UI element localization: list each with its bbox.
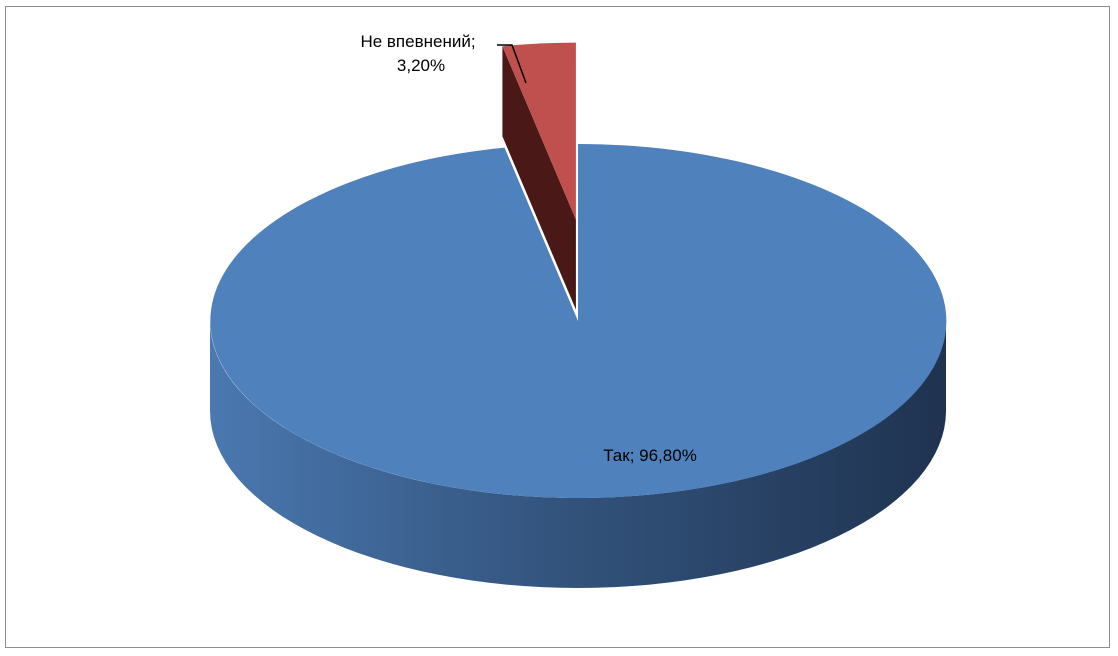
pie-slice-wall-ne-vpevnenyi (502, 46, 576, 310)
leader-line (497, 44, 527, 84)
data-label-ne-vpevnenyi-value: 3,20% (397, 56, 445, 75)
pie-slice-ne-vpevnenyi (502, 42, 576, 220)
pie-slice-tak (210, 143, 947, 498)
data-label-ne-vpevnenyi-name: Не впевнений; (360, 32, 475, 51)
chart-frame: Не впевнений; 3,20% Так; 96,80% (5, 6, 1110, 648)
pie-slice-side-tak (210, 321, 946, 588)
data-label-tak: Так; 96,80% (603, 446, 697, 465)
pie-chart: Не впевнений; 3,20% Так; 96,80% (210, 32, 947, 588)
